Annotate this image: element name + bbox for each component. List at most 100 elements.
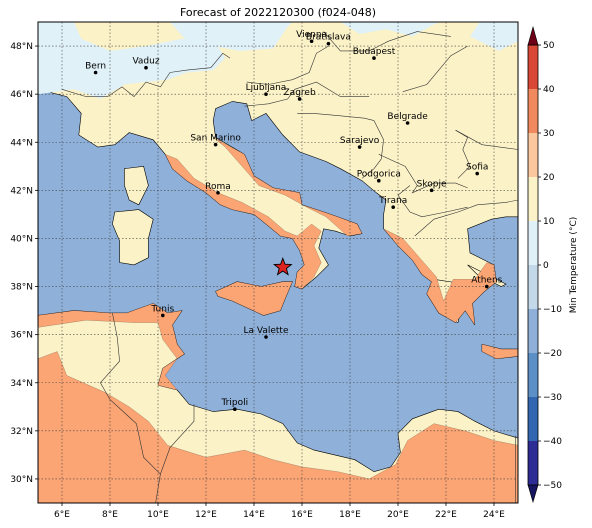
lon-tick-label: 10°E [147,510,169,520]
lat-tick-label: 48°N [10,42,33,52]
colorbar-tick-label: 40 [543,85,555,95]
lon-tick-label: 16°E [291,510,313,520]
city-label: Tirana [378,196,407,206]
colorbar-tick-label: −50 [543,481,562,491]
colorbar-tick-label: 10 [543,217,555,227]
country-border [455,129,471,179]
city-label: Zagreb [284,88,316,98]
city-dot [213,142,218,147]
lon-tick-label: 14°E [243,510,265,520]
cold-region-layer [38,22,518,99]
city-label: La Valette [244,326,289,336]
colorbar-segment [528,133,538,177]
city-label: Bratislava [306,33,351,43]
country-border [397,185,468,218]
city-label: Vaduz [132,57,159,67]
city-dot [93,70,98,75]
country-border [361,120,384,179]
lat-tick-label: 32°N [10,427,33,437]
colorbar-tick-label: −40 [543,437,562,447]
warm-coast-greece_west [383,228,497,326]
city-label: Tunis [150,304,174,314]
lon-tick-label: 6°E [54,510,70,520]
country-border [297,113,375,121]
colorbar-segment [528,221,538,265]
city-dot [485,284,489,289]
colorbar-label: Min Temperature (°C) [569,217,579,314]
colorbar-segment [528,89,538,133]
colorbar-tick-label: 20 [543,173,555,183]
colorbar-segment [528,265,538,309]
city-dot [475,171,480,176]
colorbar-segment [528,353,538,397]
lon-tick-label: 12°E [195,510,217,520]
city-label: Bern [85,62,106,72]
city-dot [264,335,268,339]
map-title: Forecast of 2022120300 (f024-048) [179,6,377,19]
map-plot-area [38,22,518,503]
city-dot [357,145,362,149]
colorbar-segment [528,309,538,353]
country-border [402,45,468,92]
city-dot [372,56,376,60]
colorbar-extend-low [527,484,539,504]
city-dot [216,190,220,195]
forecast-location-star [272,257,293,276]
lat-tick-label: 36°N [10,331,33,341]
city-label: Sarajevo [340,136,380,146]
city-label: Podgorica [357,170,401,180]
city-label: Athens [471,276,502,286]
lat-tick-label: 34°N [10,379,33,389]
city-dot [264,92,268,96]
colorbar-tick-label: 0 [543,261,549,271]
city-label: San Marino [190,134,241,144]
city-label: Skopje [417,179,447,189]
cold-region [38,22,226,99]
colorbar-tick-label: 30 [543,129,555,139]
colorbar: −50 −40 −30 −20 −10 0 10 20 30 40 50 Min Temperatur… [527,25,579,504]
city-dot [144,65,148,70]
axis-ticks: 6°E 8°E 10°E 12°E 14°E 16°E 18°E 20°E 22°E 24°E 48… [10,42,505,520]
country-border [246,45,329,85]
colorbar-tick-label: −30 [543,393,562,403]
lon-tick-label: 24°E [483,510,505,520]
lat-tick-label: 42°N [10,186,33,196]
city-label: Budapest [353,47,396,57]
country-border [378,154,468,194]
lat-tick-label: 46°N [10,90,33,100]
country-border [160,404,195,475]
forecast-marker-layer [272,257,293,276]
city-dot [391,205,396,209]
colorbar-tick-label: −10 [543,305,562,315]
city-dot [405,121,410,125]
land-corsica [124,165,149,206]
colorbar-segment [528,441,538,485]
lon-tick-label: 8°E [102,510,118,520]
colorbar-tick-label: 50 [543,41,555,51]
city-label: Roma [205,182,231,192]
map-frame [37,21,519,504]
warm-coast-layer [38,137,518,503]
country-border [455,129,518,150]
warm-coast-africa_north_coast [38,303,185,391]
colorbar-extend-high [527,25,539,46]
country-border [414,199,518,237]
city-dot [233,407,237,412]
city-label: Sofia [466,163,488,173]
city-dot [326,41,331,46]
colorbar-segment [528,397,538,441]
lon-tick-label: 18°E [339,510,361,520]
city-label: Belgrade [387,112,428,122]
city-dot [309,39,314,44]
warm-coast-adriatic_italy [213,137,363,237]
city-dot [297,97,302,101]
country-borders [61,31,518,503]
lat-tick-label: 30°N [10,475,33,485]
city-label: Tripoli [220,398,248,408]
lat-tick-label: 44°N [10,138,33,148]
city-label: Vienna [296,30,327,40]
lat-tick-label: 38°N [10,283,33,293]
colorbar-segment [528,177,538,221]
warm-coast-tyrrhenian_coast [164,154,322,290]
